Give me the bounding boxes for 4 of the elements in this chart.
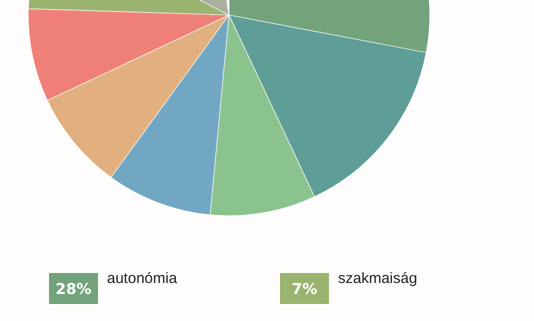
legend-label: szakmaiság — [338, 270, 418, 287]
data-label: 28% — [49, 273, 98, 304]
legend-label: autonómia — [107, 270, 178, 287]
data-label: 7% — [280, 273, 329, 304]
